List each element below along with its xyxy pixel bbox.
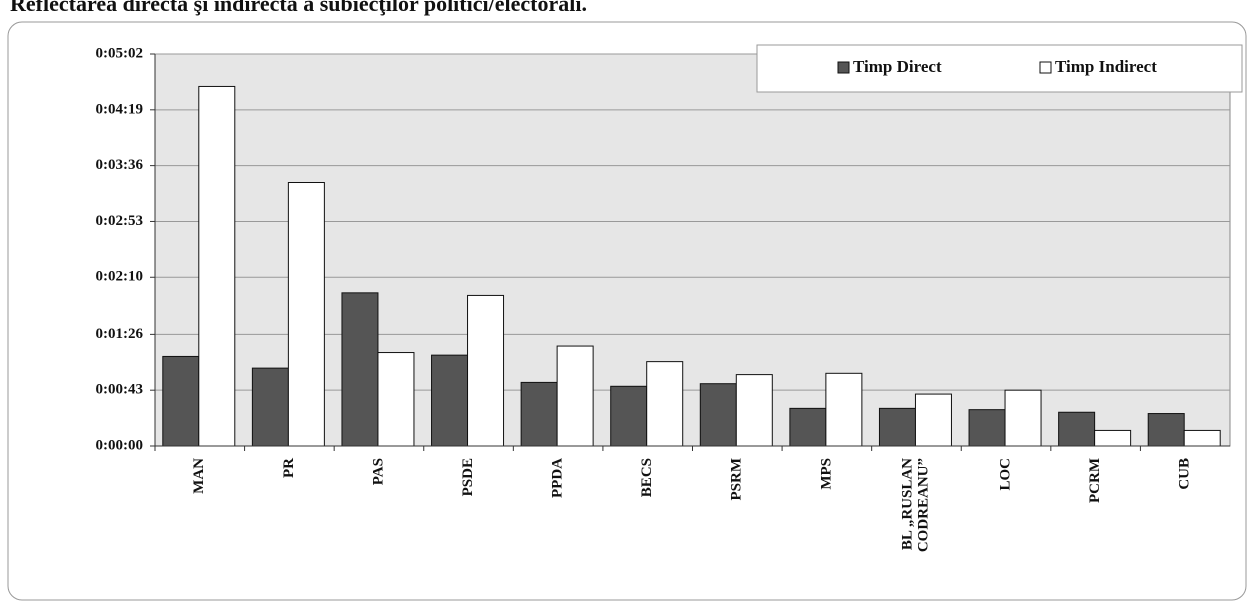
- legend-box: [756, 44, 1243, 93]
- plot-area: [154, 53, 1231, 447]
- x-tick-label: BECS: [639, 458, 655, 497]
- bar: [825, 372, 863, 447]
- bar: [467, 294, 505, 447]
- x-tick-label: PAS: [370, 458, 386, 485]
- bar: [431, 354, 469, 447]
- bar: [1004, 389, 1042, 447]
- bar: [1094, 429, 1132, 447]
- x-tick-label: PR: [281, 458, 297, 478]
- legend-label: Timp Direct: [853, 57, 942, 76]
- bar: [251, 367, 289, 447]
- x-tick-label: LOC: [997, 458, 1013, 491]
- x-tick-label: PPDA: [550, 458, 566, 498]
- bar: [610, 385, 648, 447]
- y-tick-label: 0:04:19: [96, 101, 144, 117]
- chart-title: Reflectarea directă şi indirectă a subie…: [10, 0, 587, 16]
- y-tick-label: 0:02:10: [96, 269, 144, 285]
- x-tick-label: PCRM: [1087, 458, 1103, 503]
- bar: [789, 407, 827, 447]
- bar: [162, 355, 200, 447]
- bar: [198, 85, 236, 447]
- bar: [914, 393, 952, 447]
- bar: [1147, 413, 1185, 447]
- bar: [287, 182, 325, 447]
- legend-label: Timp Indirect: [1055, 57, 1157, 76]
- y-tick-label: 0:00:43: [96, 382, 144, 398]
- legend-swatch: [837, 61, 850, 74]
- x-tick-label: BL „RUSLANCODREANU”: [900, 458, 932, 552]
- y-tick-label: 0:01:26: [96, 326, 144, 342]
- bar: [646, 361, 684, 447]
- bar: [520, 381, 558, 447]
- x-tick-label: PSDE: [460, 458, 476, 496]
- y-tick-label: 0:05:02: [96, 45, 144, 61]
- bar: [735, 374, 773, 447]
- bar: [377, 352, 415, 447]
- bar: [556, 345, 594, 447]
- x-tick-label: MAN: [191, 458, 207, 494]
- legend-swatch: [1039, 61, 1052, 74]
- bar: [878, 407, 916, 447]
- bar: [968, 409, 1006, 447]
- bar: [341, 292, 379, 447]
- y-tick-label: 0:02:53: [96, 213, 144, 229]
- x-tick-label: MPS: [818, 458, 834, 490]
- y-tick-label: 0:00:00: [96, 437, 144, 453]
- x-tick-label: PSRM: [729, 458, 745, 501]
- x-tick-label: CUB: [1177, 458, 1193, 490]
- bar: [1183, 429, 1221, 447]
- y-tick-label: 0:03:36: [96, 157, 144, 173]
- bar: [1058, 411, 1096, 447]
- bar: [699, 383, 737, 447]
